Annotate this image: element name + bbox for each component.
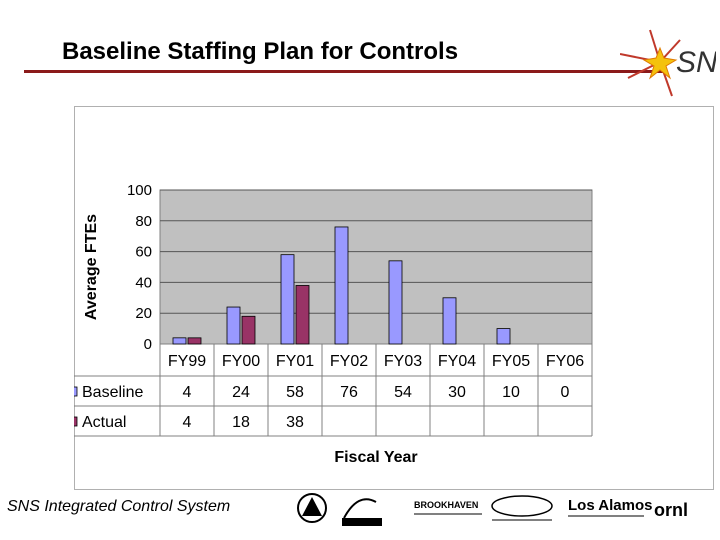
y-axis-label: Average FTEs [83,214,100,320]
y-tick-label: 20 [135,305,152,322]
data-label: 0 [561,384,570,401]
svg-text:ornl: ornl [654,500,688,520]
jefferson-lab-logo-icon [491,495,553,521]
data-label: 24 [232,384,250,401]
data-label: 38 [286,414,304,431]
data-label: 76 [340,384,358,401]
x-category-label: FY06 [546,353,584,370]
data-label: 4 [183,414,192,431]
legend-label: Actual [82,414,126,431]
brookhaven-logo-icon: BROOKHAVEN [414,500,482,515]
x-category-label: FY04 [438,353,476,370]
slide-title: Baseline Staffing Plan for Controls [62,38,459,65]
bar-actual-fy00 [241,315,256,345]
y-tick-label: 100 [127,182,152,199]
data-label: 10 [502,384,520,401]
ornl-logo-icon: ornl [654,500,688,520]
bar-actual-fy01 [295,285,310,345]
svg-text:BROOKHAVEN: BROOKHAVEN [414,500,478,510]
data-label: 4 [183,384,192,401]
legend-key-actual [74,416,78,427]
bar-actual-fy99 [187,337,202,345]
data-label: 18 [232,414,250,431]
x-category-label: FY01 [276,353,314,370]
data-label: 58 [286,384,304,401]
legend-key-baseline [74,386,78,397]
legend-label: Baseline [82,384,143,401]
bar-baseline-fy02 [334,226,349,345]
argonne-logo-icon [297,493,327,523]
x-category-label: FY05 [492,353,530,370]
bar-baseline-fy01 [280,254,295,345]
data-label: 54 [394,384,412,401]
footer-title: SNS Integrated Control System [7,498,231,515]
y-tick-label: 0 [144,336,152,353]
y-tick-label: 60 [135,244,152,261]
x-category-label: FY03 [384,353,422,370]
bar-baseline-fy03 [388,260,403,345]
svg-text:Los Alamos: Los Alamos [568,497,652,514]
data-label: 30 [448,384,466,401]
x-category-label: FY99 [168,353,206,370]
sns-logo-icon: SNS [620,29,716,97]
bar-baseline-fy00 [226,306,241,345]
bar-baseline-fy99 [172,337,187,345]
partner-logos: BROOKHAVEN Los Alamos ornl [297,493,688,526]
x-category-label: FY00 [222,353,260,370]
y-tick-label: 80 [135,213,152,230]
los-alamos-logo-icon: Los Alamos [568,497,652,517]
y-tick-label: 40 [135,274,152,291]
bar-baseline-fy04 [442,297,457,345]
sns-logo-text: SNS [676,46,716,79]
title-rule [24,70,664,73]
plot-area [159,189,593,345]
x-axis-label: Fiscal Year [334,449,417,466]
berkeley-lab-logo-icon [342,498,382,526]
bar-baseline-fy05 [496,328,511,345]
x-category-label: FY02 [330,353,368,370]
